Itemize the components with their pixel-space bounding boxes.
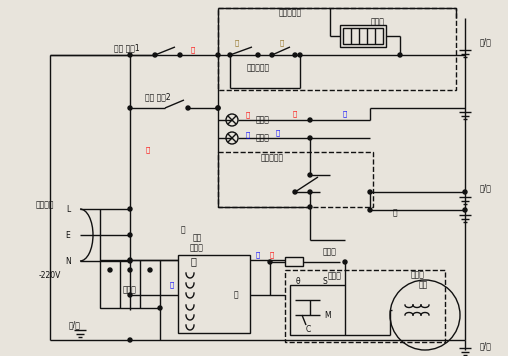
Text: 制冷 开关2: 制冷 开关2 <box>145 93 171 101</box>
Circle shape <box>128 258 132 262</box>
Text: C: C <box>305 325 310 335</box>
Text: 红: 红 <box>293 111 297 117</box>
Text: -220V: -220V <box>39 271 61 279</box>
Circle shape <box>398 53 402 57</box>
Text: 棕: 棕 <box>180 225 185 235</box>
Circle shape <box>343 260 347 264</box>
Bar <box>100 260 160 308</box>
Text: 照: 照 <box>190 256 196 266</box>
Text: 黄/绿: 黄/绿 <box>480 183 492 193</box>
Bar <box>340 25 386 47</box>
Text: 变压器: 变压器 <box>190 244 204 252</box>
Text: 红: 红 <box>146 147 150 153</box>
Text: 红: 红 <box>191 47 195 53</box>
Text: E: E <box>66 230 71 240</box>
Circle shape <box>216 106 220 110</box>
Text: L: L <box>66 204 70 214</box>
Bar <box>285 257 303 266</box>
Circle shape <box>128 233 132 237</box>
Bar <box>343 28 383 44</box>
Circle shape <box>216 53 220 57</box>
Text: 红: 红 <box>270 252 274 258</box>
Text: 熔断器: 熔断器 <box>323 247 337 257</box>
Text: 制冷温控器: 制冷温控器 <box>261 153 283 162</box>
Circle shape <box>228 53 232 57</box>
Text: S: S <box>323 277 327 287</box>
Circle shape <box>158 306 162 310</box>
Text: 黄/绿: 黄/绿 <box>69 320 81 330</box>
Text: 黄: 黄 <box>280 40 284 46</box>
Circle shape <box>368 190 372 194</box>
Text: 蓝: 蓝 <box>276 130 280 136</box>
Circle shape <box>178 53 182 57</box>
Circle shape <box>293 190 297 194</box>
Text: 电机: 电机 <box>419 281 428 289</box>
Circle shape <box>293 53 297 57</box>
Circle shape <box>153 53 157 57</box>
Text: 棕: 棕 <box>233 290 238 299</box>
Bar <box>178 255 250 333</box>
Text: 蓝: 蓝 <box>343 111 347 117</box>
Text: θ: θ <box>296 277 300 287</box>
Text: M: M <box>325 310 331 319</box>
Text: 接线座: 接线座 <box>123 286 137 294</box>
Circle shape <box>128 53 132 57</box>
Text: 制热 开关1: 制热 开关1 <box>114 43 140 52</box>
Circle shape <box>128 338 132 342</box>
Circle shape <box>128 293 132 297</box>
Circle shape <box>216 106 220 110</box>
Text: 电源: 电源 <box>193 234 202 242</box>
Text: 蓝: 蓝 <box>170 282 174 288</box>
Circle shape <box>128 207 132 211</box>
Text: 黄/绿: 黄/绿 <box>480 341 492 351</box>
Text: 电源插头: 电源插头 <box>36 200 54 209</box>
Bar <box>290 285 345 335</box>
Text: 黄/绿: 黄/绿 <box>480 37 492 47</box>
Circle shape <box>108 268 112 272</box>
Circle shape <box>298 53 302 57</box>
Circle shape <box>148 268 152 272</box>
Text: 指示灯: 指示灯 <box>256 115 270 125</box>
Circle shape <box>308 190 312 194</box>
Circle shape <box>308 205 312 209</box>
Circle shape <box>308 118 312 122</box>
Text: 红: 红 <box>246 112 250 118</box>
Text: 压缩机: 压缩机 <box>411 271 425 279</box>
Text: 制热温控器: 制热温控器 <box>278 9 302 17</box>
Circle shape <box>256 53 260 57</box>
Text: 棕: 棕 <box>393 209 397 218</box>
Circle shape <box>128 106 132 110</box>
Text: 启动器: 启动器 <box>328 272 342 281</box>
Text: N: N <box>65 257 71 266</box>
Circle shape <box>308 173 312 177</box>
Text: 发热器: 发热器 <box>371 17 385 26</box>
Circle shape <box>186 106 190 110</box>
Text: 保护温控器: 保护温控器 <box>246 63 270 73</box>
Bar <box>218 8 456 90</box>
Text: 蓝: 蓝 <box>256 252 260 258</box>
Circle shape <box>463 208 467 212</box>
Circle shape <box>128 268 132 272</box>
Text: 指示灯: 指示灯 <box>256 134 270 142</box>
Text: 黄: 黄 <box>235 40 239 46</box>
Bar <box>218 152 373 207</box>
Circle shape <box>128 259 132 263</box>
Circle shape <box>268 260 272 264</box>
Circle shape <box>463 190 467 194</box>
Circle shape <box>308 136 312 140</box>
Bar <box>285 270 445 342</box>
Text: 蓝: 蓝 <box>246 132 250 138</box>
Circle shape <box>270 53 274 57</box>
Circle shape <box>368 208 372 212</box>
